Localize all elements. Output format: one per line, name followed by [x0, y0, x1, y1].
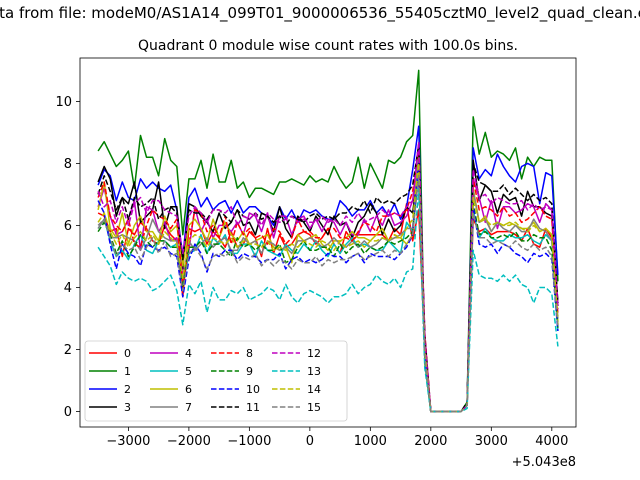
y-tick-label: 6 — [64, 219, 72, 234]
legend-label-2: 2 — [124, 383, 131, 396]
x-tick-label: 4000 — [535, 434, 568, 449]
y-tick-label: 2 — [64, 343, 72, 358]
series-line-4 — [97, 144, 559, 413]
legend-label-8: 8 — [246, 347, 253, 360]
legend-label-12: 12 — [307, 347, 321, 360]
series-line-12 — [97, 140, 559, 413]
legend-label-14: 14 — [307, 383, 321, 396]
y-tick-label: 10 — [55, 95, 72, 110]
legend-label-0: 0 — [124, 347, 131, 360]
legend-label-15: 15 — [307, 401, 321, 414]
plot-frame — [79, 57, 577, 428]
series-line-10 — [97, 162, 559, 413]
series-line-1 — [97, 69, 559, 413]
series-line-15 — [97, 175, 559, 413]
legend-label-3: 3 — [124, 401, 131, 414]
series-line-11 — [97, 144, 559, 413]
y-axis: 0 2 4 6 8 10 — [55, 95, 80, 420]
x-tick-label: 0 — [306, 434, 314, 449]
legend-label-4: 4 — [185, 347, 192, 360]
series-line-14 — [97, 162, 559, 413]
y-tick-label: 8 — [64, 157, 72, 172]
series-line-8 — [97, 147, 559, 413]
series-line-9 — [97, 168, 559, 413]
series-line-6 — [97, 156, 559, 413]
series-line-3 — [97, 159, 559, 413]
x-axis: −3000 −2000 −1000 0 1000 2000 3000 4000 — [106, 427, 568, 449]
x-tick-label: 2000 — [414, 434, 447, 449]
series-line-5 — [97, 171, 559, 413]
series-layer — [97, 69, 559, 413]
legend-box — [84, 340, 348, 422]
y-tick-label: 4 — [64, 281, 72, 296]
legend-label-10: 10 — [246, 383, 260, 396]
x-tick-label: 3000 — [475, 434, 508, 449]
legend-label-13: 13 — [307, 365, 321, 378]
legend-label-5: 5 — [185, 365, 192, 378]
chart-title: Quadrant 0 module wise count rates with … — [138, 38, 518, 54]
x-offset-label: +5.043e8 — [512, 455, 576, 470]
y-tick-label: 0 — [64, 405, 72, 420]
x-tick-label: −3000 — [106, 434, 150, 449]
x-tick-label: 1000 — [354, 434, 387, 449]
x-tick-label: −2000 — [167, 434, 211, 449]
legend-label-9: 9 — [246, 365, 253, 378]
legend-label-1: 1 — [124, 365, 131, 378]
legend-label-6: 6 — [185, 383, 192, 396]
series-line-13 — [97, 187, 559, 413]
legend-label-7: 7 — [185, 401, 192, 414]
chart-suptitle: Data from file: modeM0/AS1A14_099T01_900… — [0, 4, 640, 23]
legend-label-11: 11 — [246, 401, 260, 414]
x-tick-label: −1000 — [227, 434, 271, 449]
